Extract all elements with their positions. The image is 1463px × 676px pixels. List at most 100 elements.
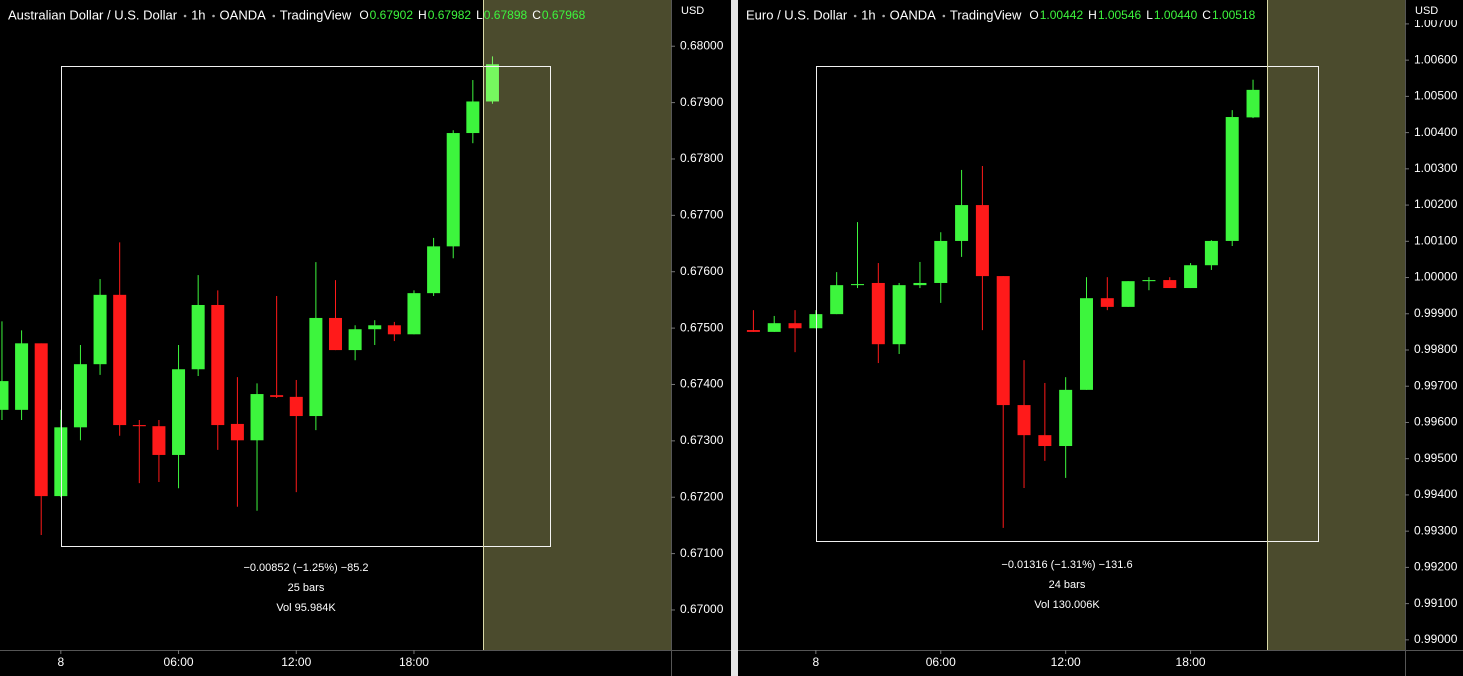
candle-body bbox=[15, 343, 29, 410]
y-tick-label: 0.99300 bbox=[1414, 523, 1458, 537]
candle-body bbox=[1142, 280, 1156, 282]
measure-label: −0.00852 (−1.25%) −85.2 bbox=[243, 562, 368, 574]
candle-body bbox=[1163, 280, 1177, 289]
candle-body bbox=[54, 427, 68, 497]
candle-body bbox=[270, 395, 284, 397]
candle-body bbox=[913, 282, 927, 286]
candle-body bbox=[975, 205, 989, 277]
candle-body bbox=[191, 304, 205, 370]
candle-body bbox=[387, 325, 401, 335]
candle-body bbox=[934, 240, 948, 283]
header-dot bbox=[853, 14, 857, 18]
candle-body bbox=[407, 293, 421, 335]
candle-body bbox=[892, 285, 906, 345]
ohlc-value: 0.67898 bbox=[484, 8, 528, 22]
y-tick-label: 1.00200 bbox=[1414, 197, 1458, 211]
candle-body bbox=[850, 284, 864, 286]
candle-body bbox=[809, 314, 823, 329]
header-dot bbox=[882, 14, 885, 18]
candle-body bbox=[746, 330, 760, 332]
y-tick-label: 0.99800 bbox=[1414, 342, 1458, 356]
candle-body bbox=[1038, 435, 1052, 447]
currency-bg bbox=[672, 0, 731, 20]
currency-label: USD bbox=[1415, 5, 1438, 17]
header-exchange: OANDA bbox=[220, 7, 267, 22]
candle-body bbox=[113, 294, 127, 426]
shaded-range bbox=[1267, 0, 1405, 650]
y-tick-label: 0.99600 bbox=[1414, 415, 1458, 429]
ohlc-key: H bbox=[418, 8, 427, 22]
y-tick-label: 0.67200 bbox=[680, 489, 724, 503]
candle-body bbox=[1079, 298, 1093, 390]
y-tick-label: 0.67600 bbox=[680, 264, 724, 278]
x-tick-label: 06:00 bbox=[926, 655, 956, 669]
y-tick-label: 1.00000 bbox=[1414, 270, 1458, 284]
x-tick-label: 06:00 bbox=[164, 655, 194, 669]
ohlc-key: O bbox=[1029, 8, 1038, 22]
y-tick-label: 0.99200 bbox=[1414, 560, 1458, 574]
ohlc-value: 0.67902 bbox=[370, 8, 414, 22]
ohlc-key: L bbox=[1146, 8, 1153, 22]
measure-label: Vol 130.006K bbox=[1034, 599, 1100, 611]
header-source: TradingView bbox=[280, 7, 352, 22]
panel-separator bbox=[731, 0, 738, 676]
x-tick-label: 18:00 bbox=[1176, 655, 1206, 669]
y-tick-label: 0.99100 bbox=[1414, 596, 1458, 610]
header-dot bbox=[212, 14, 215, 18]
candle-body bbox=[211, 304, 225, 426]
ohlc-key: O bbox=[359, 8, 368, 22]
currency-bg bbox=[1406, 0, 1463, 20]
y-tick-label: 0.99500 bbox=[1414, 451, 1458, 465]
x-tick-label: 8 bbox=[57, 655, 64, 669]
header-exchange: OANDA bbox=[890, 7, 937, 22]
measure-label: 24 bars bbox=[1049, 579, 1086, 591]
candle-body bbox=[1225, 117, 1239, 241]
ohlc-value: 1.00546 bbox=[1098, 8, 1142, 22]
candle-body bbox=[466, 101, 480, 134]
candle-body bbox=[1017, 405, 1031, 436]
y-tick-label: 0.67800 bbox=[680, 151, 724, 165]
candle-body bbox=[34, 343, 48, 497]
y-tick-label: 0.99700 bbox=[1414, 378, 1458, 392]
ohlc-value: 1.00440 bbox=[1154, 8, 1198, 22]
candle-body bbox=[368, 325, 382, 330]
x-tick-label: 18:00 bbox=[399, 655, 429, 669]
ohlc-key: H bbox=[1088, 8, 1097, 22]
x-tick-label: 8 bbox=[813, 655, 820, 669]
candle-body bbox=[348, 329, 362, 351]
candle-body bbox=[289, 396, 303, 417]
candle-body bbox=[1246, 89, 1260, 118]
header-dot bbox=[942, 14, 946, 18]
y-tick-label: 1.00400 bbox=[1414, 125, 1458, 139]
candle-body bbox=[132, 425, 146, 427]
candle-body bbox=[427, 246, 441, 294]
ohlc-value: 0.67968 bbox=[542, 8, 586, 22]
candle-body bbox=[172, 369, 186, 455]
y-tick-label: 0.67700 bbox=[680, 208, 724, 222]
measure-label: 25 bars bbox=[288, 582, 325, 594]
y-tick-label: 0.99900 bbox=[1414, 306, 1458, 320]
y-tick-label: 0.67000 bbox=[680, 602, 724, 616]
measure-label: Vol 95.984K bbox=[276, 602, 336, 614]
candle-body bbox=[1100, 298, 1114, 307]
y-tick-label: 0.67900 bbox=[680, 95, 724, 109]
x-tick-label: 12:00 bbox=[1051, 655, 1081, 669]
header-source: TradingView bbox=[950, 7, 1022, 22]
measure-label: −0.01316 (−1.31%) −131.6 bbox=[1001, 559, 1132, 571]
header-dot bbox=[272, 14, 276, 18]
y-tick-label: 0.67500 bbox=[680, 320, 724, 334]
y-tick-label: 0.67100 bbox=[680, 546, 724, 560]
y-tick-label: 0.99400 bbox=[1414, 487, 1458, 501]
candle-body bbox=[0, 381, 9, 410]
candle-body bbox=[767, 323, 781, 332]
candle-body bbox=[1204, 240, 1218, 266]
candle-body bbox=[871, 282, 885, 345]
candle-body bbox=[446, 133, 460, 247]
y-tick-label: 0.68000 bbox=[680, 38, 724, 52]
candle-body bbox=[788, 323, 802, 329]
plot-area bbox=[746, 79, 1260, 528]
y-tick-label: 1.00500 bbox=[1414, 89, 1458, 103]
candle-body bbox=[73, 364, 87, 428]
